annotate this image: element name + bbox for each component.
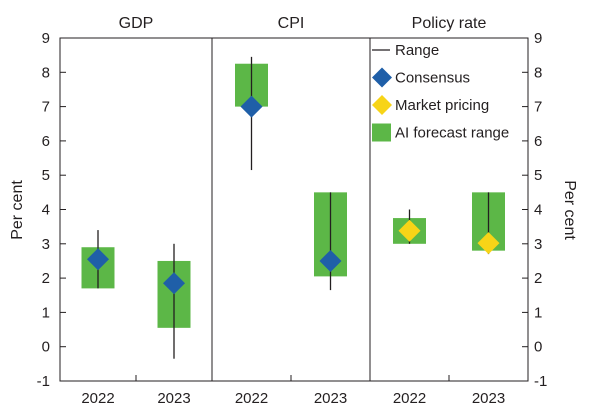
y-tick-label-left: -1 <box>37 373 50 390</box>
y-tick-label-left: 0 <box>42 339 50 356</box>
consensus-marker-cpi-2023 <box>319 249 342 272</box>
y-tick-label-right: 4 <box>534 202 542 219</box>
y-axis-title-left: Per cent <box>9 180 26 240</box>
x-tick-label-gdp-2023: 2023 <box>157 390 190 407</box>
legend-label-range: Range <box>395 42 439 59</box>
y-tick-label-right: 7 <box>534 99 542 116</box>
y-tick-label-left: 8 <box>42 64 50 81</box>
consensus-marker-gdp-2022 <box>87 248 109 271</box>
legend-label-consensus: Consensus <box>395 70 470 87</box>
x-tick-label-gdp-2022: 2022 <box>81 390 114 407</box>
legend-label-market-pricing: Market pricing <box>395 97 489 114</box>
y-axis-title-right: Per cent <box>561 180 578 240</box>
y-tick-label-left: 6 <box>42 133 50 150</box>
market-pricing-marker-policy-rate-2022 <box>398 219 421 242</box>
y-tick-label-right: 2 <box>534 270 542 287</box>
x-tick-label-policy-rate-2022: 2022 <box>393 390 426 407</box>
x-tick-label-policy-rate-2023: 2023 <box>472 390 505 407</box>
y-tick-label-right: 5 <box>534 167 542 184</box>
y-tick-label-left: 7 <box>42 99 50 116</box>
y-tick-label-left: 4 <box>42 202 50 219</box>
y-tick-label-right: 3 <box>534 236 542 253</box>
y-tick-label-left: 3 <box>42 236 50 253</box>
legend-label-ai-forecast-range: AI forecast range <box>395 125 509 142</box>
consensus-marker-cpi-2022 <box>240 95 263 118</box>
y-tick-label-left: 5 <box>42 167 50 184</box>
axis-ticks: -1 -1 0 0 1 1 2 2 3 3 4 4 5 5 6 6 7 7 8 8 9 9 2022 2023 2022 2023… <box>37 30 548 407</box>
x-tick-label-cpi-2022: 2022 <box>235 390 268 407</box>
y-tick-label-right: 6 <box>534 133 542 150</box>
y-tick-label-left: 9 <box>42 30 50 47</box>
y-tick-label-right: 9 <box>534 30 542 47</box>
y-tick-label-right: 1 <box>534 304 542 321</box>
diamond-markers <box>87 95 500 295</box>
legend-swatch-consensus <box>372 67 392 88</box>
legend-swatch-ai-forecast-range <box>372 123 391 142</box>
y-tick-label-right: 8 <box>534 64 542 81</box>
y-tick-label-left: 1 <box>42 304 50 321</box>
panel-titles: GDP CPI Policy rate <box>119 15 487 32</box>
plot-frame <box>59 37 529 382</box>
market-pricing-marker-policy-rate-2023 <box>477 232 500 255</box>
legend-swatch-market-pricing <box>372 95 392 115</box>
x-tick-label-cpi-2023: 2023 <box>314 390 347 407</box>
panel-title-cpi: CPI <box>278 15 305 32</box>
panel-title-policy-rate: Policy rate <box>412 15 487 32</box>
panel-title-gdp: GDP <box>119 15 154 32</box>
y-tick-label-left: 2 <box>42 270 50 287</box>
plot-border <box>59 37 529 382</box>
legend: Range Consensus Market pricing AI forecast … <box>372 42 509 142</box>
y-tick-label-right: 0 <box>534 339 542 356</box>
consensus-marker-gdp-2023 <box>163 272 185 295</box>
y-tick-label-right: -1 <box>534 373 547 390</box>
